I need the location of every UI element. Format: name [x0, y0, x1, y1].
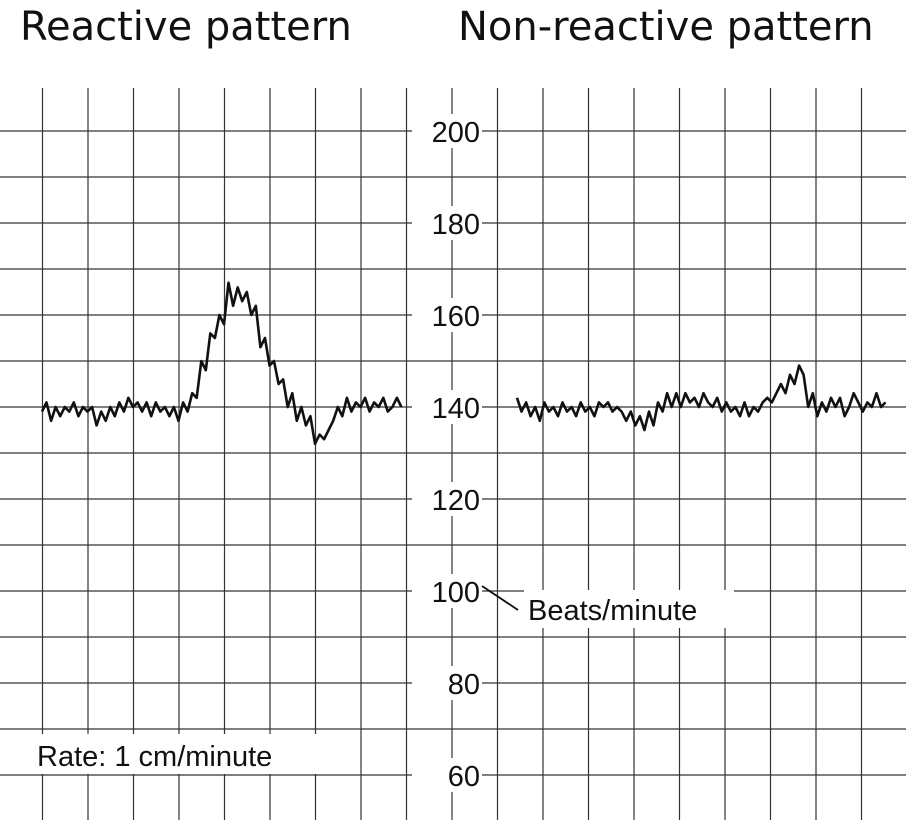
tick-label-background [412, 666, 482, 700]
reactive-trace-line [40, 281, 403, 446]
y-tick-label-60: 60 [448, 761, 480, 793]
beats-per-minute-label: Beats/minute [528, 595, 697, 627]
non-reactive-pattern-title: Non-reactive pattern [458, 4, 874, 50]
units-label-background [524, 590, 734, 628]
tick-label-background [412, 574, 482, 608]
y-tick-label-200: 200 [432, 117, 480, 149]
units-leader-line [481, 585, 519, 611]
rate-label: Rate: 1 cm/minute [37, 741, 272, 773]
non-reactive-trace-line [515, 364, 887, 432]
tick-label-background [412, 482, 482, 516]
y-axis-tick-labels: 60 80 100 120 140 160 180 200 [412, 114, 482, 793]
tick-label-background [412, 390, 482, 424]
y-tick-label-120: 120 [432, 485, 480, 517]
tick-label-background [412, 206, 482, 240]
tick-label-background [412, 298, 482, 332]
tick-label-background [412, 114, 482, 148]
chart-grid [0, 88, 906, 820]
y-tick-label-100: 100 [432, 577, 480, 609]
reactive-pattern-title: Reactive pattern [20, 4, 352, 50]
y-tick-label-140: 140 [432, 393, 480, 425]
tick-label-background [412, 758, 482, 792]
rate-label-background [30, 734, 326, 774]
y-tick-label-180: 180 [432, 209, 480, 241]
y-tick-label-160: 160 [432, 301, 480, 333]
y-tick-label-80: 80 [448, 669, 480, 701]
